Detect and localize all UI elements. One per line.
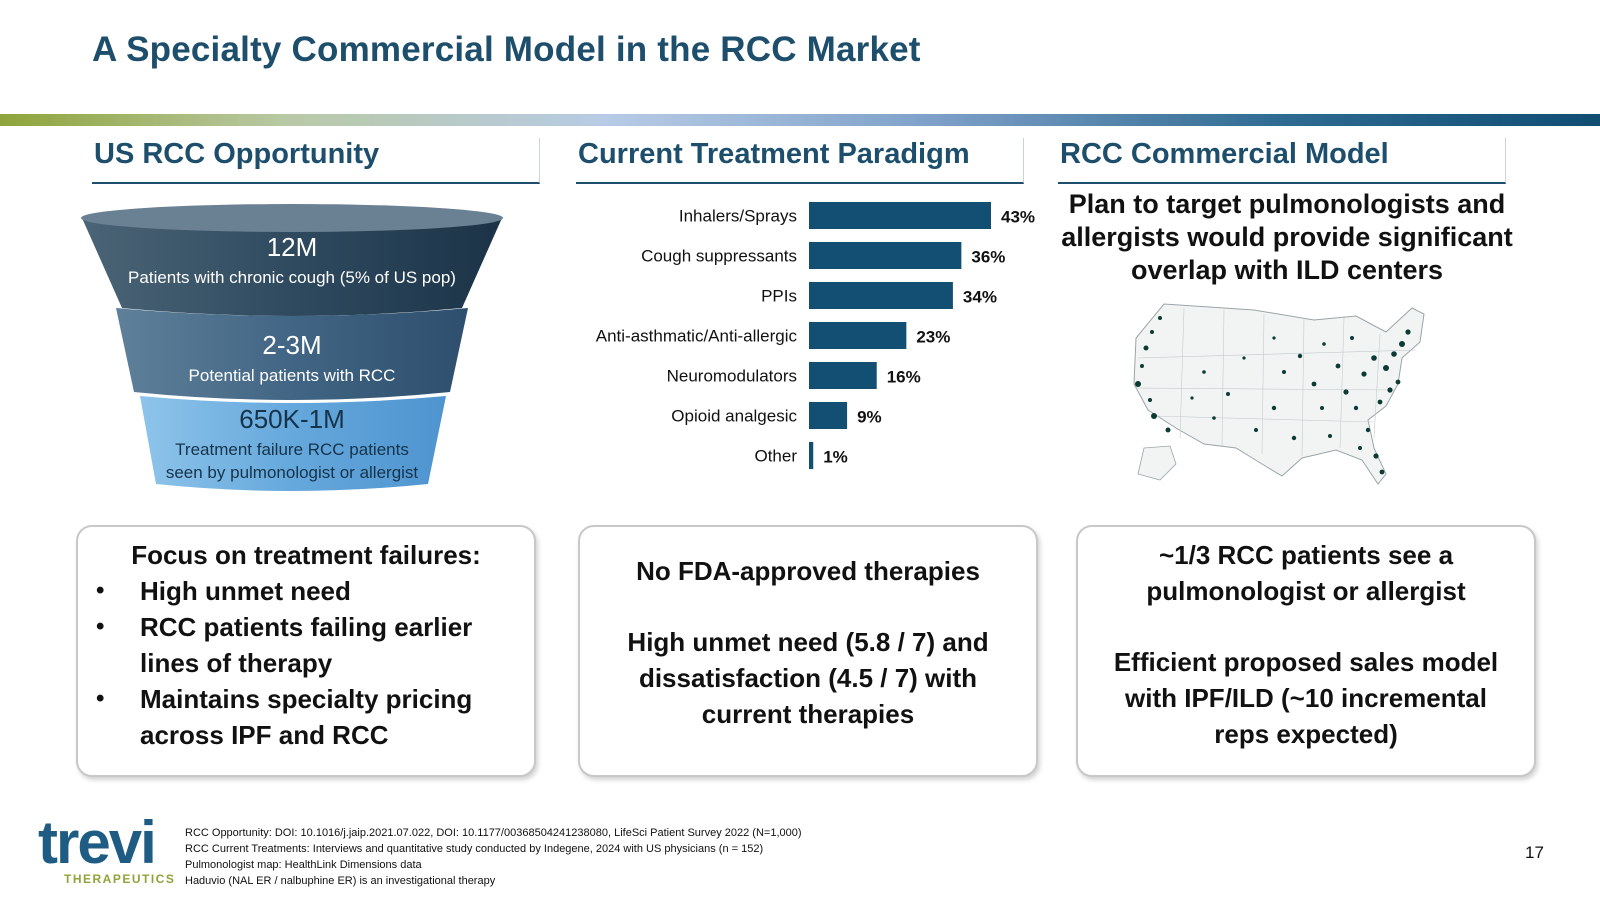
box-right-line-5: reps expected) — [1214, 719, 1398, 749]
value-label: 9% — [857, 408, 882, 427]
category-label: Neuromodulators — [667, 367, 797, 386]
logo-wordmark: trevi — [38, 809, 157, 876]
category-label: Cough suppressants — [641, 247, 797, 266]
paradigm-heading: Current Treatment Paradigm — [576, 138, 1024, 184]
value-label: 36% — [971, 248, 1005, 267]
bar — [809, 242, 962, 269]
value-label: 16% — [887, 368, 921, 387]
commercial-line-3: overlap with ILD centers — [1130, 255, 1444, 285]
treatment-failures-box: Focus on treatment failures: High unmet … — [76, 525, 536, 777]
page-title: A Specialty Commercial Model in the RCC … — [92, 30, 921, 69]
funnel-3-label-line1: Treatment failure RCC patients — [175, 440, 409, 459]
box-middle-line-1: No FDA-approved therapies — [636, 556, 980, 586]
box-middle-line-2: High unmet need (5.8 / 7) and — [627, 627, 989, 657]
bar — [809, 202, 991, 229]
footnote: RCC Current Treatments: Interviews and q… — [185, 843, 764, 855]
box-right-line-2: pulmonologist or allergist — [1146, 576, 1466, 606]
footnote: Pulmonologist map: HealthLink Dimensions… — [185, 859, 422, 871]
gradient-divider — [0, 114, 1600, 126]
trevi-logo: trevi THERAPEUTICS — [38, 809, 174, 890]
funnel-3-label-line2: seen by pulmonologist or allergist — [165, 463, 419, 482]
funnel-3-value: 650K-1M — [239, 404, 345, 434]
category-label: Opioid analgesic — [671, 407, 797, 426]
value-label: 43% — [1001, 208, 1035, 227]
box-middle-line-3: dissatisfaction (4.5 / 7) with — [638, 663, 978, 693]
commercial-line-1: Plan to target pulmonologists and — [1068, 189, 1506, 219]
category-label: PPIs — [761, 287, 797, 306]
funnel-tier-2 — [116, 308, 468, 400]
category-label: Other — [754, 447, 797, 466]
box-left-heading: Focus on treatment failures: — [131, 540, 481, 570]
treatment-bar-chart: Inhalers/Sprays 43% Cough suppressants 36% P… — [596, 202, 1035, 469]
bar — [809, 362, 877, 389]
funnel-2-value: 2-3M — [262, 330, 322, 360]
box-left-bullets: High unmet need RCC patients failing ear… — [78, 573, 534, 753]
box-right-line-4: with IPF/ILD (~10 incremental — [1125, 683, 1487, 713]
commercial-line-2: allergists would provide significant — [1061, 222, 1513, 252]
category-label: Anti-asthmatic/Anti-allergic — [596, 327, 798, 346]
funnel-1-value: 12M — [266, 232, 318, 262]
box-right-line-1: ~1/3 RCC patients see a — [1158, 540, 1454, 570]
box-middle-line-4: current therapies — [701, 699, 915, 729]
opportunity-heading: US RCC Opportunity — [92, 138, 540, 184]
logo-subtitle: THERAPEUTICS — [64, 872, 176, 886]
commercial-model-text: Plan to target pulmonologists and allerg… — [1052, 188, 1522, 287]
funnel-2-label: Potential patients with RCC — [188, 366, 396, 385]
bar — [809, 282, 953, 309]
funnel-1-label: Patients with chronic cough (5% of US po… — [128, 268, 456, 287]
value-label: 23% — [916, 328, 950, 347]
footnote: Haduvio (NAL ER / nalbuphine ER) is an i… — [185, 875, 496, 887]
value-label: 34% — [963, 288, 997, 307]
sales-model-box: ~1/3 RCC patients see a pulmonologist or… — [1076, 525, 1536, 777]
bar — [809, 402, 848, 429]
funnel-tier-3 — [140, 396, 446, 491]
page-number: 17 — [1525, 843, 1544, 862]
category-label: Inhalers/Sprays — [679, 207, 797, 226]
bar — [809, 322, 907, 349]
bullet-item: High unmet need — [78, 573, 534, 609]
footnotes: RCC Opportunity: DOI: 10.1016/j.jaip.202… — [185, 825, 802, 889]
fda-therapies-box: No FDA-approved therapies High unmet nee… — [578, 525, 1038, 777]
bar — [809, 442, 814, 469]
funnel-tier-1 — [82, 218, 502, 316]
footnote: RCC Opportunity: DOI: 10.1016/j.jaip.202… — [185, 827, 802, 839]
commercial-heading: RCC Commercial Model — [1058, 138, 1506, 184]
value-label: 1% — [823, 448, 848, 467]
us-pulmonologist-map-icon — [1133, 303, 1425, 485]
rcc-opportunity-funnel: 12M Patients with chronic cough (5% of U… — [80, 196, 520, 498]
box-right-line-3: Efficient proposed sales model — [1113, 647, 1499, 677]
